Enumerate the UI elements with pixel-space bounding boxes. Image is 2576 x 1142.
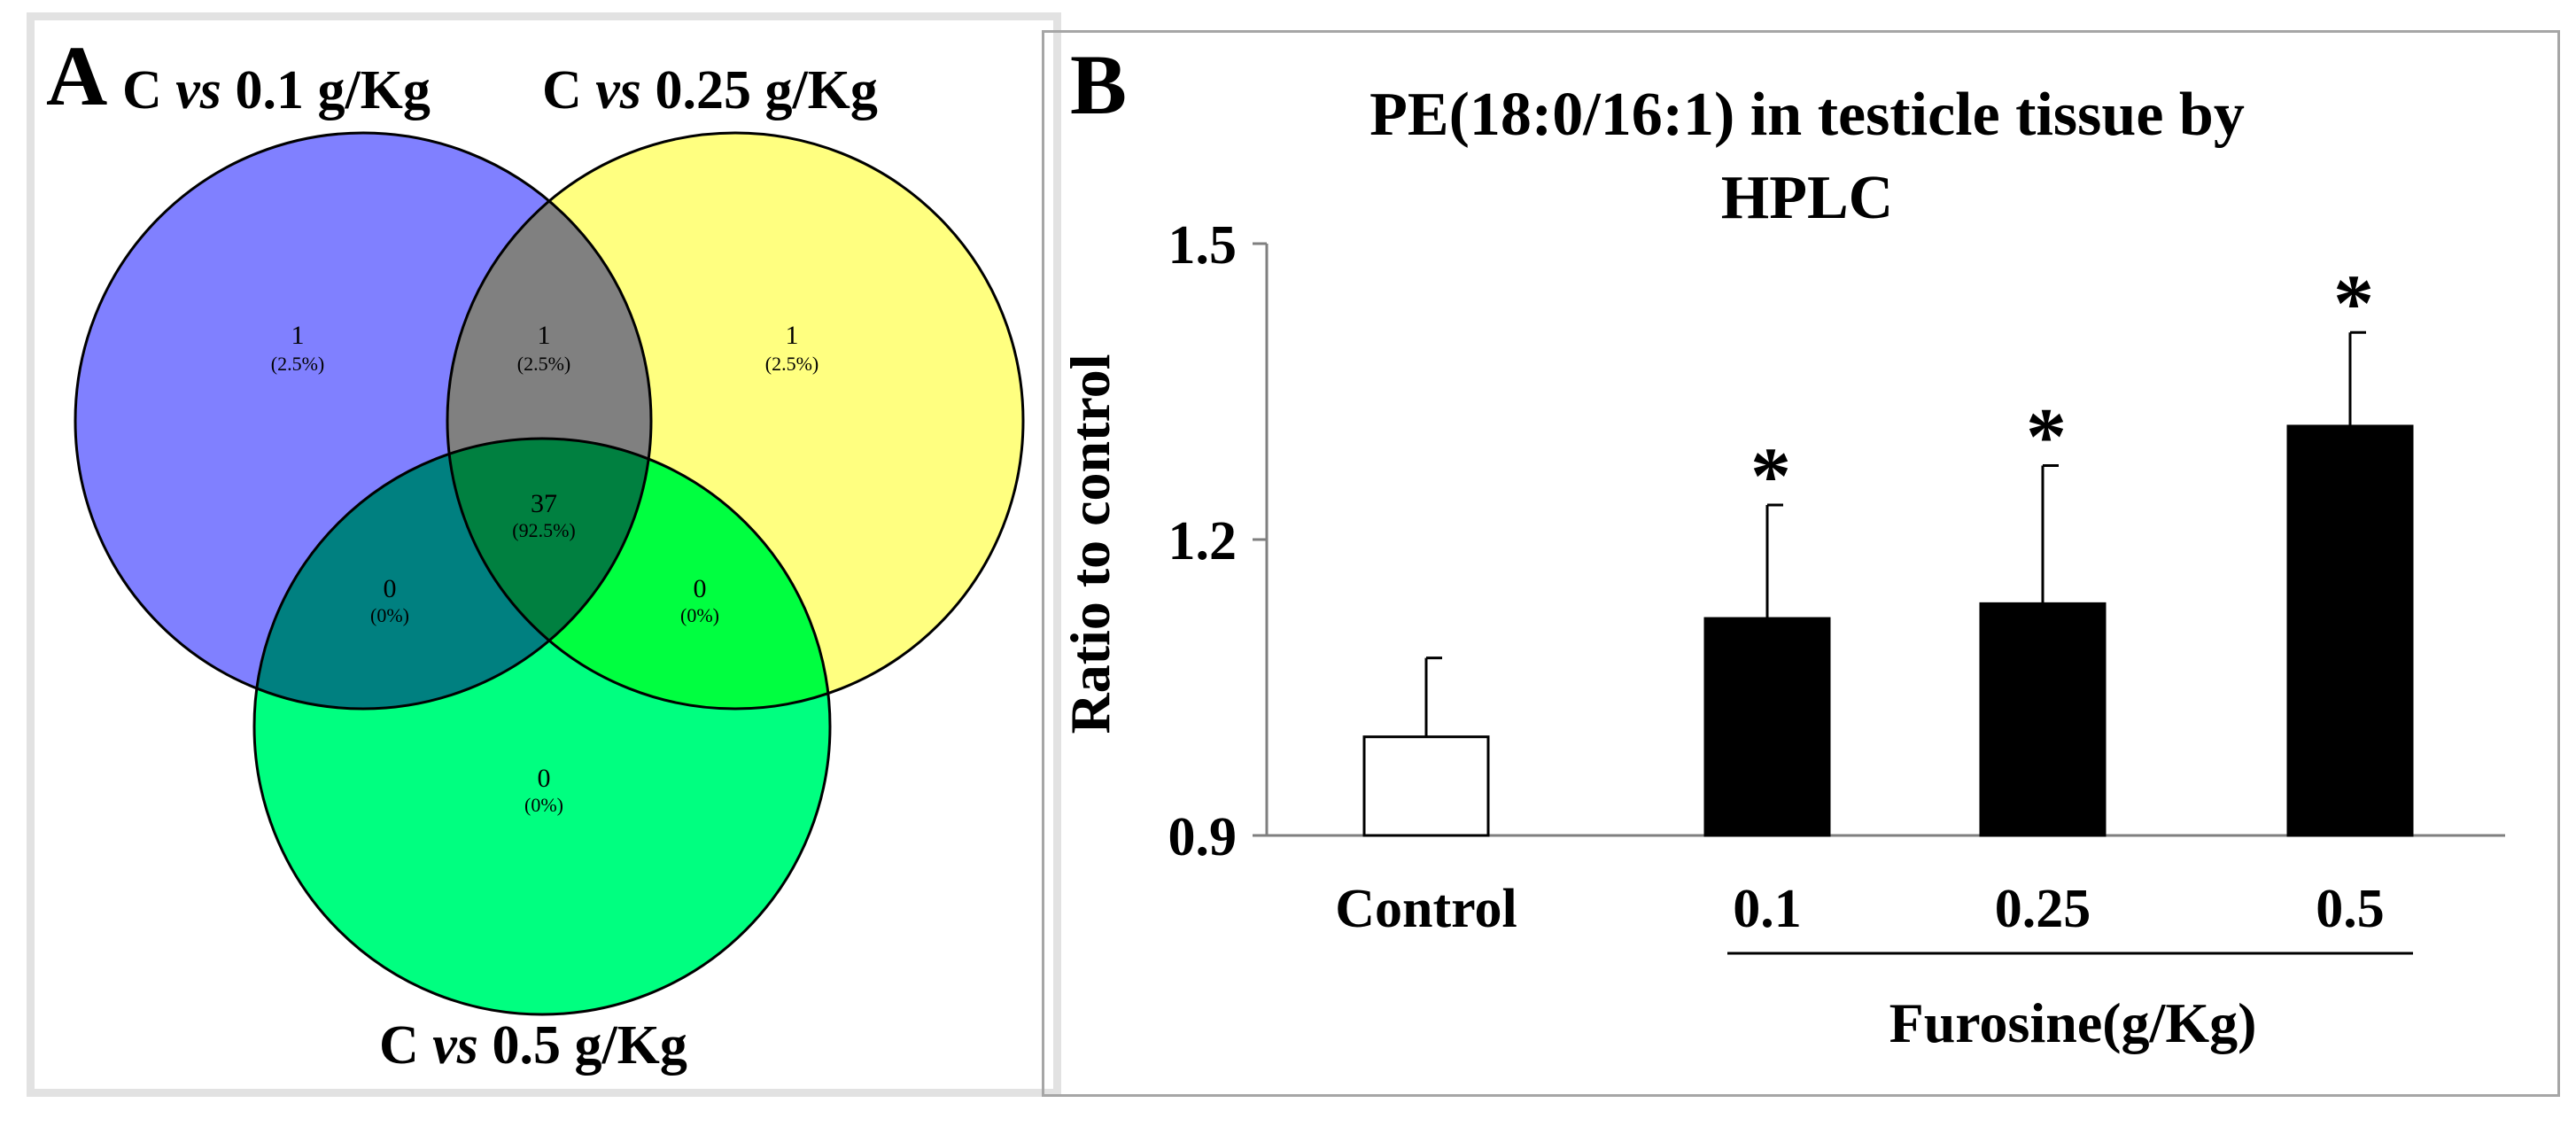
x-tick-label: 0.5: [2316, 879, 2385, 939]
set-title-1-vs: vs: [595, 60, 641, 120]
bar-0-25: [1979, 602, 2107, 837]
region-only-0-1-count: 1: [291, 321, 305, 350]
set-title-0-suffix: 0.1 g/Kg: [221, 60, 431, 120]
region-0-25-0-5-count: 0: [694, 574, 707, 603]
set-title-0: C vs 0.1 g/Kg: [122, 60, 431, 120]
set-title-1: C vs 0.25 g/Kg: [542, 60, 878, 120]
set-title-1-prefix: C: [542, 60, 595, 120]
region-only-0-5-count: 0: [538, 764, 551, 793]
set-title-2-prefix: C: [379, 1015, 432, 1076]
region-all-three-count: 37: [531, 489, 557, 518]
region-all-three-pct: (92.5%): [512, 519, 575, 541]
x-axis-label: Furosine(g/Kg): [1889, 991, 2257, 1054]
set-title-0-vs: vs: [175, 60, 221, 120]
bar-chart-panel: [1042, 30, 2560, 1097]
y-axis-label: Ratio to control: [1059, 354, 1121, 734]
panel-a-label: A: [46, 28, 107, 123]
region-only-0-1-pct: (2.5%): [271, 353, 324, 375]
set-title-2-vs: vs: [432, 1015, 478, 1076]
venn-panel: [27, 12, 1061, 1097]
bar-0-1: [1703, 617, 1831, 837]
y-tick-label: 1.5: [1168, 215, 1238, 276]
set-title-2-suffix: 0.5 g/Kg: [478, 1015, 687, 1076]
region-0-1-0-25-count: 1: [538, 321, 551, 350]
svg-text:C vs 0.5 g/Kg: C vs 0.5 g/Kg: [379, 1015, 687, 1076]
set-title-1-suffix: 0.25 g/Kg: [641, 60, 878, 120]
bar-control: [1362, 735, 1490, 837]
svg-text:C vs 0.25 g/Kg: C vs 0.25 g/Kg: [542, 60, 878, 120]
svg-text:C vs 0.1 g/Kg: C vs 0.1 g/Kg: [122, 60, 431, 120]
bar-0-5: [2286, 424, 2414, 837]
set-title-2: C vs 0.5 g/Kg: [379, 1015, 687, 1076]
significance-marker: *: [2333, 258, 2374, 348]
significance-marker: *: [2026, 392, 2067, 482]
region-0-1-0-25-pct: (2.5%): [517, 353, 570, 375]
y-tick-label: 1.2: [1168, 511, 1238, 571]
chart-title-line-2: HPLC: [1721, 164, 1893, 232]
x-tick-label: 0.1: [1733, 879, 1802, 939]
y-tick-label: 0.9: [1168, 807, 1238, 867]
region-only-0-25-pct: (2.5%): [765, 353, 819, 375]
x-tick-label: Control: [1335, 879, 1517, 939]
region-only-0-5-pct: (0%): [524, 794, 563, 816]
set-title-0-prefix: C: [122, 60, 175, 120]
region-only-0-25-count: 1: [786, 321, 799, 350]
chart-title-line-1: PE(18:0/16:1) in testicle tissue by: [1369, 81, 2245, 149]
venn-circle-0-5: [252, 437, 832, 1016]
panel-b-label: B: [1070, 37, 1127, 132]
region-0-1-0-5-count: 0: [384, 574, 397, 603]
region-0-1-0-5-pct: (0%): [370, 604, 409, 626]
significance-marker: *: [1750, 431, 1791, 521]
region-0-25-0-5-pct: (0%): [680, 604, 719, 626]
x-tick-label: 0.25: [1995, 879, 2091, 939]
